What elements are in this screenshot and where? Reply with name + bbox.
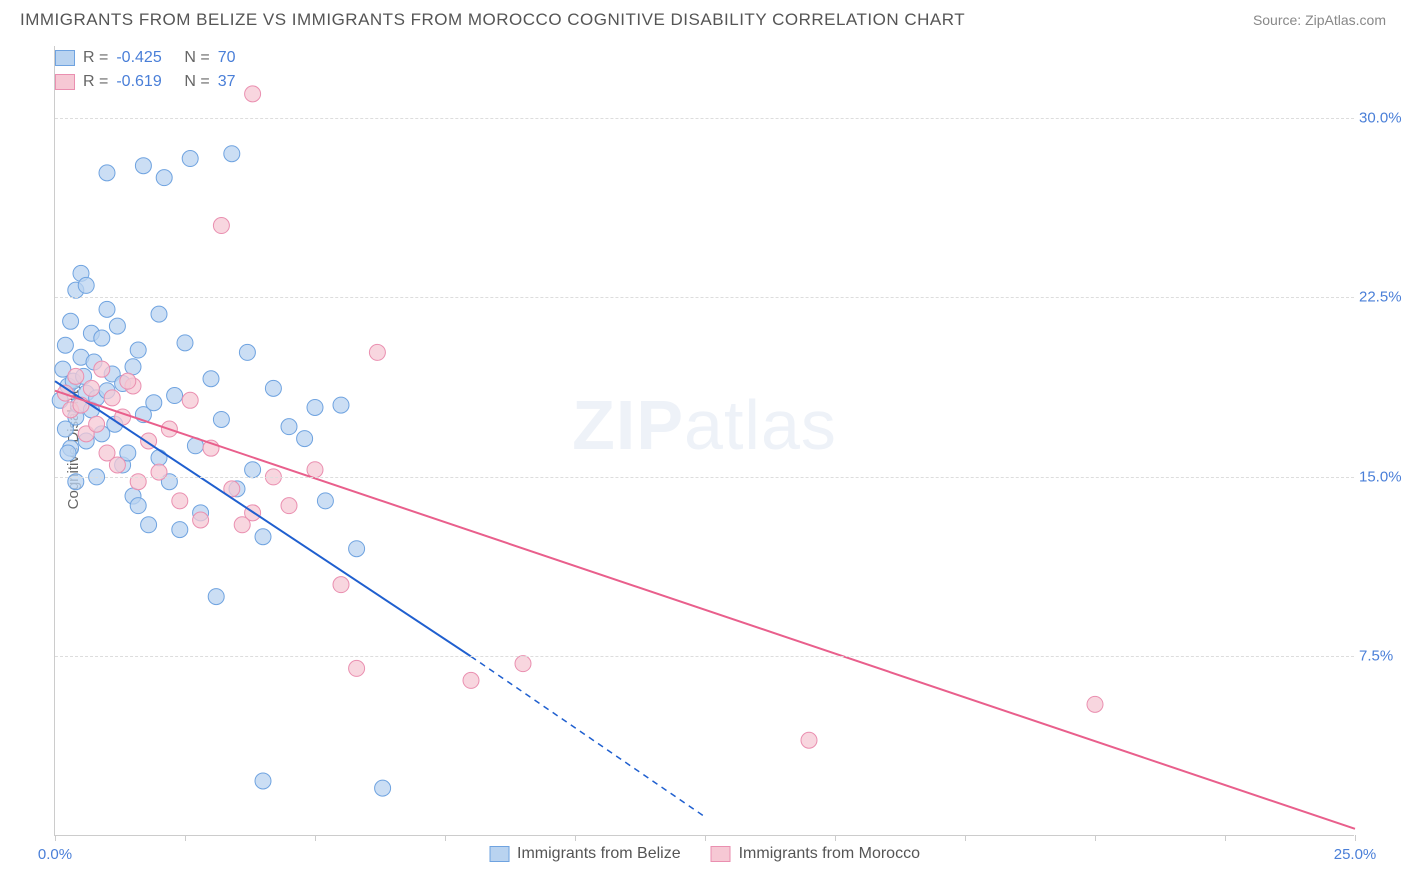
scatter-point [317,493,333,509]
scatter-point [265,380,281,396]
scatter-point [307,399,323,415]
scatter-point [281,498,297,514]
scatter-point [463,672,479,688]
legend-item-series-0: Immigrants from Belize [489,845,681,863]
x-tick-label: 25.0% [1334,846,1377,863]
scatter-point [151,450,167,466]
scatter-point [1087,696,1103,712]
scatter-point [78,277,94,293]
scatter-svg [55,46,1354,835]
scatter-point [135,158,151,174]
scatter-point [369,344,385,360]
legend-item-series-1: Immigrants from Morocco [711,845,920,863]
scatter-point [99,301,115,317]
scatter-point [234,517,250,533]
x-tick-label: 0.0% [38,846,72,863]
scatter-point [193,512,209,528]
scatter-point [182,392,198,408]
trend-line [55,381,471,656]
scatter-point [172,522,188,538]
scatter-point [125,359,141,375]
scatter-point [182,151,198,167]
trend-line [55,391,1355,829]
swatch-icon [489,846,509,862]
scatter-point [94,330,110,346]
scatter-point [146,395,162,411]
scatter-point [245,86,261,102]
y-tick-label: 22.5% [1359,289,1406,306]
scatter-point [130,342,146,358]
scatter-point [172,493,188,509]
scatter-point [307,462,323,478]
scatter-point [203,371,219,387]
scatter-point [349,660,365,676]
scatter-point [68,368,84,384]
scatter-point [255,529,271,545]
scatter-point [245,462,261,478]
scatter-point [167,388,183,404]
scatter-point [177,335,193,351]
scatter-point [109,457,125,473]
scatter-point [239,344,255,360]
scatter-point [104,390,120,406]
source-label: Source: ZipAtlas.com [1253,12,1386,28]
scatter-point [156,170,172,186]
scatter-point [120,373,136,389]
scatter-point [213,411,229,427]
y-tick-label: 30.0% [1359,109,1406,126]
y-tick-label: 7.5% [1359,648,1406,665]
scatter-point [57,337,73,353]
scatter-point [375,780,391,796]
scatter-point [515,656,531,672]
series-legend: Immigrants from Belize Immigrants from M… [489,845,920,863]
trend-line-dashed [471,656,705,816]
scatter-point [89,416,105,432]
y-tick-label: 15.0% [1359,468,1406,485]
scatter-point [333,577,349,593]
scatter-point [83,380,99,396]
scatter-point [94,361,110,377]
scatter-point [151,306,167,322]
scatter-point [208,589,224,605]
scatter-point [141,517,157,533]
scatter-point [297,431,313,447]
swatch-icon [711,846,731,862]
scatter-point [130,498,146,514]
scatter-point [99,165,115,181]
scatter-point [333,397,349,413]
scatter-point [281,419,297,435]
scatter-point [224,146,240,162]
chart-plot-area: ZIPatlas R = -0.425 N = 70 R = -0.619 N … [54,46,1354,836]
chart-title: IMMIGRANTS FROM BELIZE VS IMMIGRANTS FRO… [20,10,965,30]
scatter-point [109,318,125,334]
scatter-point [349,541,365,557]
scatter-point [60,445,76,461]
scatter-point [213,218,229,234]
scatter-point [255,773,271,789]
scatter-point [801,732,817,748]
scatter-point [63,313,79,329]
